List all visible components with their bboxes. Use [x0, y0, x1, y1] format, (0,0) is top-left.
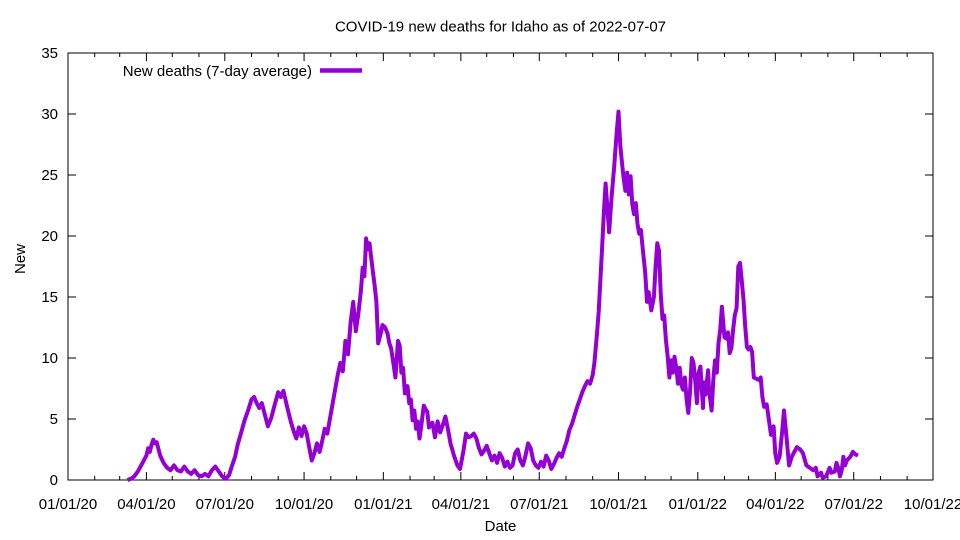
x-tick-label: 10/01/22	[904, 496, 960, 513]
y-tick-label: 10	[41, 350, 58, 367]
x-tick-label: 04/01/20	[117, 496, 175, 513]
x-tick-label: 01/01/20	[39, 496, 97, 513]
plot-axes: 0 5 10 15 20 25 30 35 01/01/20 04/01/20 07/01/20 10…	[39, 45, 960, 513]
y-axis-title: New	[12, 244, 29, 274]
y-tick-label: 20	[41, 228, 58, 245]
y-tick-label: 0	[50, 472, 58, 489]
plot-border	[67, 52, 934, 481]
x-tick-label: 01/01/22	[669, 496, 727, 513]
x-axis-title: Date	[485, 518, 517, 535]
legend-label: New deaths (7-day average)	[123, 63, 312, 80]
y-tick-label: 30	[41, 106, 58, 123]
x-tick-label: 10/01/21	[589, 496, 647, 513]
chart-title: COVID-19 new deaths for Idaho as of 2022…	[335, 19, 666, 36]
y-tick-label: 35	[41, 45, 58, 62]
x-tick-label: 07/01/21	[510, 496, 568, 513]
deaths-line-series	[126, 109, 859, 482]
data-series	[126, 109, 859, 482]
x-tick-label: 04/01/21	[432, 496, 490, 513]
x-tick-label: 07/01/22	[825, 496, 883, 513]
x-tick-label: 07/01/20	[196, 496, 254, 513]
y-tick-label: 15	[41, 289, 58, 306]
x-tick-label: 01/01/21	[354, 496, 412, 513]
y-tick-label: 5	[50, 411, 58, 428]
x-tick-label: 10/01/20	[275, 496, 333, 513]
y-tick-label: 25	[41, 167, 58, 184]
chart-legend: New deaths (7-day average)	[123, 63, 362, 80]
x-tick-label: 04/01/22	[746, 496, 804, 513]
